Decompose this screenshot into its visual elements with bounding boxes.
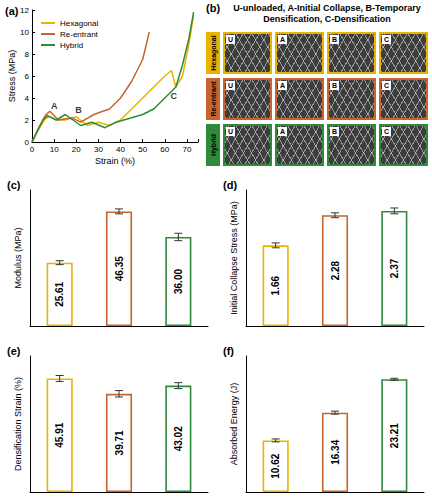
svg-text:Hexagonal: Hexagonal: [60, 19, 98, 28]
svg-text:Modulus (MPa): Modulus (MPa): [13, 227, 23, 288]
html-text:U: U: [228, 82, 234, 89]
svg-text:A: A: [51, 101, 58, 111]
svg-text:10: 10: [50, 145, 59, 154]
svg-text:2.37: 2.37: [389, 258, 400, 278]
html-text:Hybrid: Hybrid: [209, 133, 217, 157]
svg-text:10: 10: [20, 28, 29, 37]
svg-text:(e): (e): [7, 345, 21, 357]
svg-text:12: 12: [20, 6, 29, 15]
svg-text:2: 2: [25, 116, 30, 125]
html-text:A: A: [280, 36, 286, 43]
svg-text:Re-entrant: Re-entrant: [60, 30, 99, 39]
svg-text:20: 20: [72, 145, 81, 154]
svg-text:0: 0: [30, 145, 35, 154]
svg-text:Hybrid: Hybrid: [60, 41, 83, 50]
svg-text:8: 8: [25, 50, 30, 59]
svg-text:36.00: 36.00: [173, 269, 184, 294]
svg-text:(d): (d): [223, 179, 237, 191]
html-text:B: B: [332, 128, 338, 135]
html-text:A: A: [280, 82, 286, 89]
svg-text:Absorbed Energy (J): Absorbed Energy (J): [229, 383, 239, 466]
html-text:C: C: [384, 82, 390, 89]
svg-text:46.35: 46.35: [114, 256, 125, 281]
svg-text:43.02: 43.02: [173, 426, 184, 451]
html-text:U: U: [228, 36, 234, 43]
html-text:U: U: [228, 128, 234, 135]
svg-text:39.71: 39.71: [114, 430, 125, 455]
html-text:Re-entrant: Re-entrant: [209, 81, 217, 117]
svg-text:Strain (%): Strain (%): [95, 156, 135, 166]
svg-text:Densification Strain (%): Densification Strain (%): [13, 377, 23, 471]
svg-text:0: 0: [24, 137, 29, 147]
svg-text:45.91: 45.91: [54, 422, 65, 447]
svg-text:30: 30: [94, 145, 103, 154]
svg-text:B: B: [75, 105, 82, 115]
svg-text:1.66: 1.66: [270, 276, 281, 296]
svg-text:Stress (MPa): Stress (MPa): [7, 50, 17, 103]
html-text:B: B: [332, 82, 338, 89]
svg-text:40: 40: [116, 145, 125, 154]
svg-text:50: 50: [138, 145, 147, 154]
svg-text:60: 60: [160, 145, 169, 154]
svg-text:25.61: 25.61: [54, 281, 65, 306]
html-text:C: C: [384, 128, 390, 135]
html-text:A: A: [280, 128, 286, 135]
svg-text:(a): (a): [5, 5, 19, 17]
svg-text:4: 4: [25, 94, 30, 103]
svg-text:C: C: [170, 90, 177, 101]
svg-text:16.34: 16.34: [330, 439, 341, 464]
svg-text:(c): (c): [7, 179, 21, 191]
svg-text:2.28: 2.28: [330, 260, 341, 280]
html-text:(b): (b): [206, 2, 220, 14]
html-text:U-unloaded, A-Initial Collapse: U-unloaded, A-Initial Collapse, B-Tempor…: [233, 3, 421, 24]
svg-text:23.21: 23.21: [389, 423, 400, 448]
svg-text:(f): (f): [223, 345, 234, 357]
svg-text:70: 70: [182, 145, 191, 154]
html-text:B: B: [332, 36, 338, 43]
svg-text:10.62: 10.62: [270, 453, 281, 478]
html-text:Hexagonal: Hexagonal: [209, 35, 217, 71]
svg-text:6: 6: [25, 72, 30, 81]
html-text:C: C: [384, 36, 390, 43]
svg-text:Initial Collapse Stress (MPa): Initial Collapse Stress (MPa): [229, 201, 239, 315]
